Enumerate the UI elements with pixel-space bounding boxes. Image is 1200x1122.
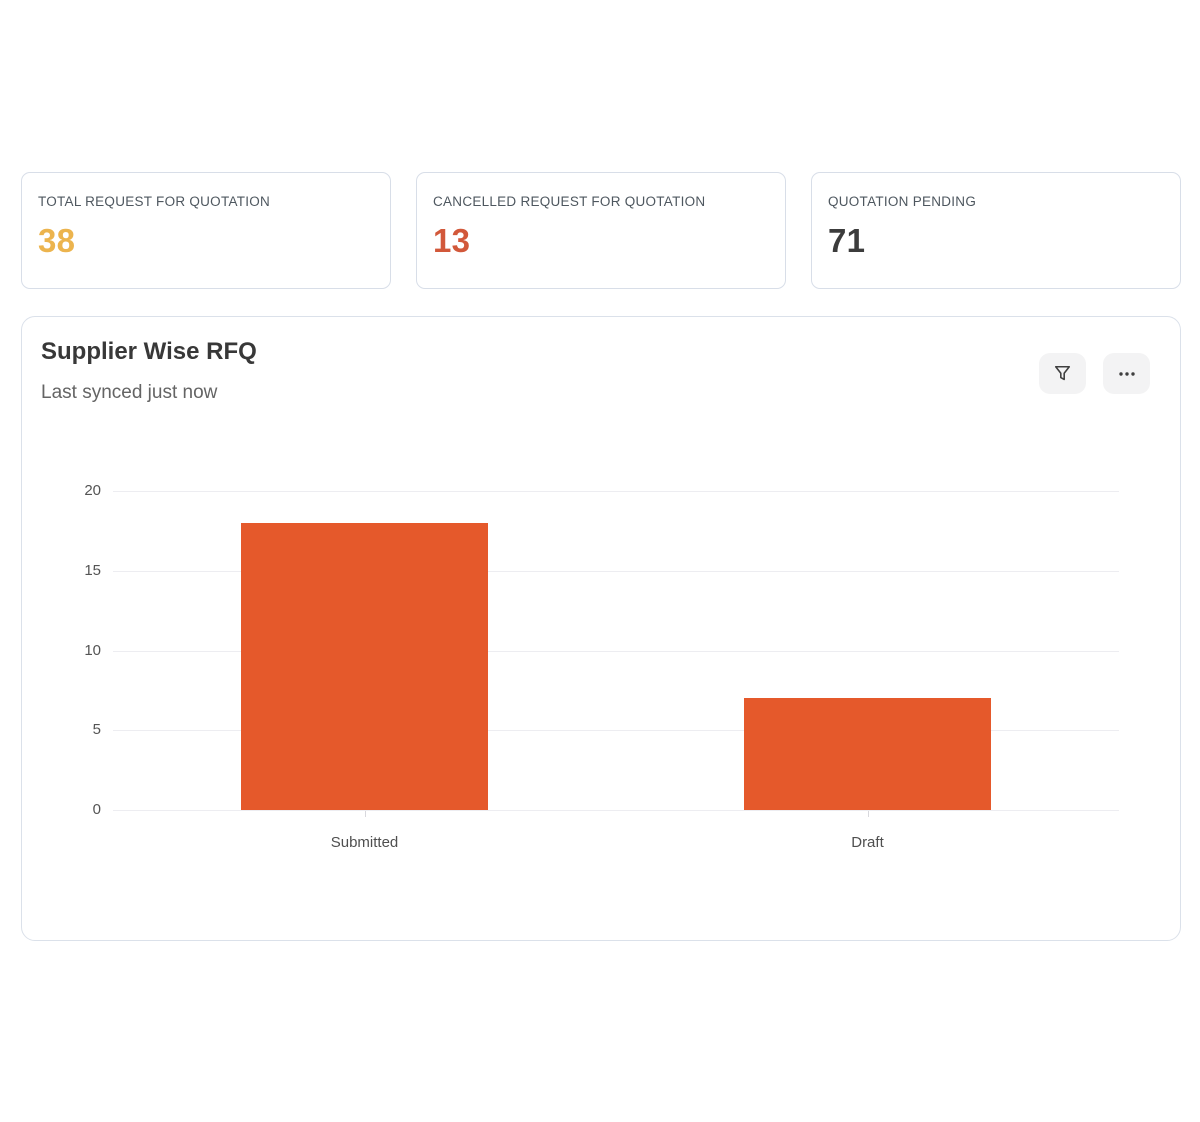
stat-card-value: 71 <box>828 222 866 259</box>
y-axis-tick-label: 10 <box>84 641 101 659</box>
chart-last-synced: Last synced just now <box>41 382 218 403</box>
filter-button[interactable] <box>1039 353 1086 394</box>
stat-card-value: 38 <box>38 222 76 259</box>
gridline <box>113 810 1119 811</box>
stat-card-total-rfq[interactable]: TOTAL REQUEST FOR QUOTATION 38 <box>21 172 391 289</box>
gridline <box>113 491 1119 492</box>
x-axis-category-label: Draft <box>851 834 884 851</box>
y-axis-tick-label: 15 <box>84 561 101 579</box>
y-axis-tick-label: 0 <box>92 801 101 818</box>
bar-submitted[interactable] <box>241 522 488 810</box>
y-axis-tick-label: 20 <box>84 482 101 499</box>
stat-card-cancelled-rfq[interactable]: CANCELLED REQUEST FOR QUOTATION 13 <box>416 172 786 289</box>
stat-card-quotation-pending[interactable]: QUOTATION PENDING 71 <box>811 172 1181 289</box>
stat-card-value: 13 <box>433 222 471 259</box>
gridline <box>113 730 1119 732</box>
x-axis-tick <box>867 811 869 817</box>
stat-card-label: QUOTATION PENDING <box>828 194 977 209</box>
gridline <box>113 570 1119 572</box>
chart-title: Supplier Wise RFQ <box>41 338 257 365</box>
stat-card-label: CANCELLED REQUEST FOR QUOTATION <box>433 194 706 209</box>
card-menu-button[interactable] <box>1103 353 1150 394</box>
y-axis-tick-label: 5 <box>92 721 101 739</box>
funnel-icon <box>1053 364 1072 383</box>
stat-card-label: TOTAL REQUEST FOR QUOTATION <box>38 194 271 209</box>
gridline <box>113 650 1119 652</box>
x-axis-category-label: Submitted <box>330 834 399 851</box>
stat-cards-row: TOTAL REQUEST FOR QUOTATION 38 CANCELLED… <box>21 172 1181 289</box>
bar-chart-plot: 0 5 10 15 20 Submitted Draft <box>22 317 1180 940</box>
x-axis-tick <box>364 811 366 817</box>
bar-draft[interactable] <box>744 698 991 810</box>
ellipsis-icon <box>1116 365 1138 383</box>
supplier-wise-rfq-card: Supplier Wise RFQ Last synced just now 0… <box>21 316 1181 941</box>
